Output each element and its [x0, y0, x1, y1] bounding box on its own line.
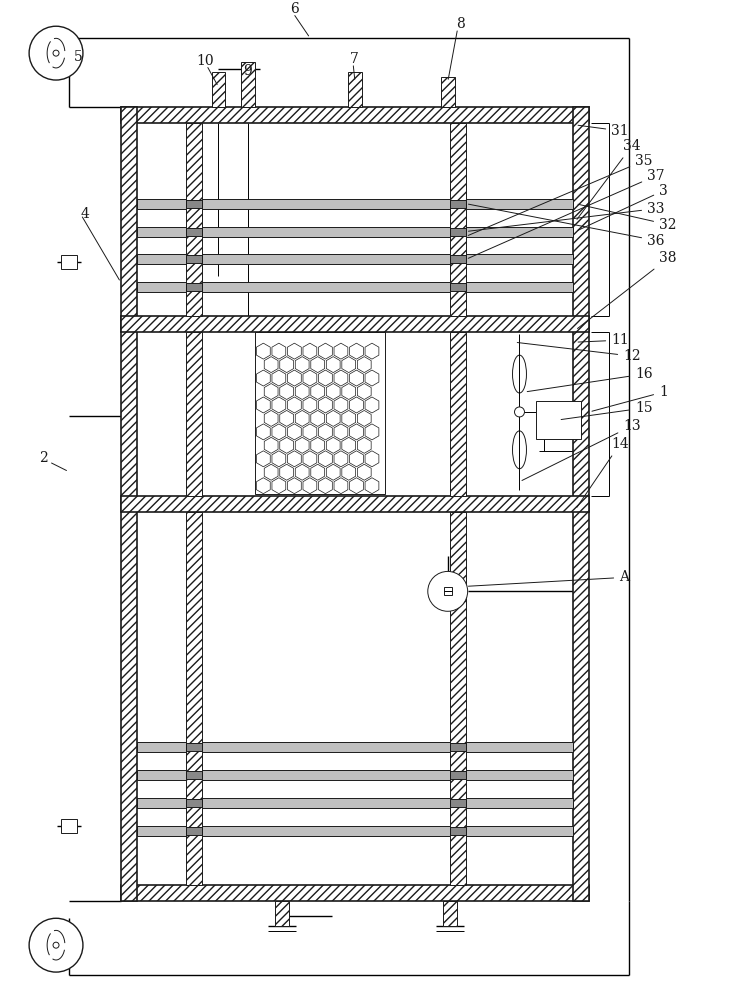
- Text: 10: 10: [197, 54, 214, 68]
- Bar: [121, 496, 589, 512]
- Circle shape: [29, 918, 83, 972]
- Bar: [450, 827, 466, 835]
- Text: 35: 35: [469, 154, 653, 235]
- Bar: [137, 254, 186, 264]
- Text: 3: 3: [577, 184, 668, 230]
- Text: 33: 33: [469, 202, 664, 231]
- Text: 32: 32: [578, 204, 676, 232]
- Circle shape: [428, 571, 468, 611]
- Text: 1: 1: [592, 385, 668, 411]
- Bar: [202, 798, 450, 808]
- Bar: [450, 332, 466, 496]
- Text: 38: 38: [577, 251, 676, 329]
- Bar: [137, 123, 573, 885]
- Bar: [137, 282, 186, 292]
- Bar: [466, 199, 573, 209]
- Bar: [466, 227, 573, 237]
- Bar: [137, 227, 186, 237]
- Bar: [537, 401, 581, 439]
- Bar: [450, 771, 466, 779]
- Text: 2: 2: [39, 451, 48, 465]
- Bar: [444, 587, 452, 595]
- Bar: [450, 799, 466, 807]
- Text: 12: 12: [518, 343, 641, 363]
- Bar: [137, 199, 186, 209]
- Bar: [202, 282, 450, 292]
- Text: 8: 8: [455, 17, 464, 31]
- Bar: [202, 199, 450, 209]
- Bar: [121, 107, 589, 123]
- Text: 36: 36: [469, 204, 664, 248]
- Bar: [202, 742, 450, 752]
- Bar: [450, 743, 466, 751]
- Bar: [466, 282, 573, 292]
- Circle shape: [29, 26, 83, 80]
- Bar: [186, 771, 202, 779]
- Bar: [121, 885, 589, 901]
- Text: 6: 6: [290, 2, 299, 16]
- Bar: [186, 283, 202, 291]
- Circle shape: [515, 407, 524, 417]
- Text: 34: 34: [577, 139, 641, 219]
- Ellipse shape: [512, 355, 526, 393]
- Bar: [450, 123, 466, 316]
- Bar: [450, 512, 466, 885]
- Bar: [202, 826, 450, 836]
- Bar: [276, 901, 289, 926]
- Text: 11: 11: [578, 333, 629, 347]
- Ellipse shape: [512, 431, 526, 469]
- Text: 15: 15: [561, 401, 653, 420]
- Bar: [186, 123, 202, 316]
- Bar: [186, 200, 202, 208]
- Text: A: A: [469, 570, 629, 586]
- Bar: [466, 254, 573, 264]
- Bar: [137, 826, 186, 836]
- Text: 9: 9: [243, 64, 252, 78]
- Bar: [466, 742, 573, 752]
- Bar: [573, 107, 589, 901]
- Text: 4: 4: [81, 207, 90, 221]
- Bar: [186, 512, 202, 885]
- Bar: [450, 283, 466, 291]
- Bar: [450, 255, 466, 263]
- Bar: [61, 255, 77, 269]
- Bar: [202, 227, 450, 237]
- Bar: [443, 901, 457, 926]
- Text: 7: 7: [350, 52, 359, 66]
- Text: 37: 37: [469, 169, 664, 258]
- Bar: [186, 332, 202, 496]
- Text: 5: 5: [74, 50, 83, 64]
- Text: 31: 31: [578, 124, 629, 138]
- Text: 14: 14: [577, 437, 629, 507]
- Text: 16: 16: [527, 367, 653, 392]
- Bar: [186, 743, 202, 751]
- Bar: [466, 826, 573, 836]
- Bar: [137, 770, 186, 780]
- Bar: [186, 255, 202, 263]
- Bar: [348, 72, 362, 107]
- Bar: [466, 798, 573, 808]
- Bar: [450, 200, 466, 208]
- Bar: [137, 742, 186, 752]
- Bar: [186, 228, 202, 236]
- Bar: [241, 62, 255, 107]
- Bar: [255, 332, 385, 494]
- Circle shape: [53, 50, 59, 56]
- Bar: [441, 77, 455, 107]
- Bar: [202, 254, 450, 264]
- Text: 13: 13: [522, 419, 641, 480]
- Bar: [186, 799, 202, 807]
- Bar: [121, 316, 589, 332]
- Bar: [137, 798, 186, 808]
- Bar: [202, 770, 450, 780]
- Bar: [186, 827, 202, 835]
- Bar: [61, 819, 77, 833]
- Bar: [466, 770, 573, 780]
- Bar: [121, 107, 137, 901]
- Bar: [211, 72, 225, 107]
- Circle shape: [53, 942, 59, 948]
- Bar: [450, 228, 466, 236]
